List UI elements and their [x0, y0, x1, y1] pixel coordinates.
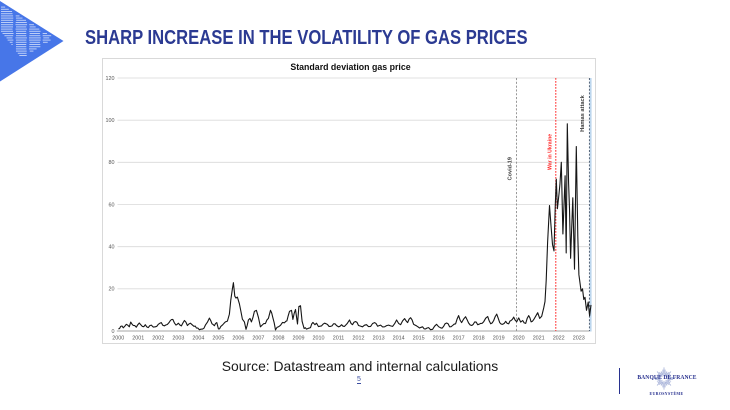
svg-text:100: 100	[106, 118, 115, 124]
svg-text:2008: 2008	[273, 336, 285, 342]
svg-text:2015: 2015	[413, 336, 425, 342]
svg-text:2020: 2020	[513, 336, 525, 342]
svg-text:2004: 2004	[192, 336, 204, 342]
svg-text:2016: 2016	[433, 336, 445, 342]
svg-text:40: 40	[109, 245, 115, 251]
svg-text:80: 80	[109, 160, 115, 166]
svg-text:2005: 2005	[212, 336, 224, 342]
svg-text:2011: 2011	[333, 336, 345, 342]
svg-text:2000: 2000	[112, 336, 124, 342]
svg-text:Covid-19: Covid-19	[507, 157, 513, 180]
svg-text:2018: 2018	[473, 336, 485, 342]
svg-text:2023: 2023	[573, 336, 585, 342]
svg-text:2013: 2013	[373, 336, 385, 342]
svg-text:2009: 2009	[293, 336, 305, 342]
svg-text:2019: 2019	[493, 336, 505, 342]
svg-text:2012: 2012	[353, 336, 365, 342]
svg-text:2021: 2021	[533, 336, 545, 342]
svg-text:2003: 2003	[172, 336, 184, 342]
svg-text:2001: 2001	[132, 336, 144, 342]
svg-text:60: 60	[109, 202, 115, 208]
svg-text:2010: 2010	[313, 336, 325, 342]
svg-text:Standard deviation gas price: Standard deviation gas price	[290, 62, 410, 72]
svg-text:2014: 2014	[393, 336, 405, 342]
svg-text:2007: 2007	[252, 336, 264, 342]
svg-text:Hamas attack: Hamas attack	[580, 94, 586, 132]
svg-text:2017: 2017	[453, 336, 465, 342]
svg-text:120: 120	[106, 76, 115, 82]
svg-text:2002: 2002	[152, 336, 164, 342]
svg-text:20: 20	[109, 287, 115, 293]
svg-text:2022: 2022	[553, 336, 565, 342]
svg-text:War in Ukraine: War in Ukraine	[548, 134, 554, 170]
svg-text:0: 0	[112, 329, 115, 335]
svg-text:2006: 2006	[232, 336, 244, 342]
